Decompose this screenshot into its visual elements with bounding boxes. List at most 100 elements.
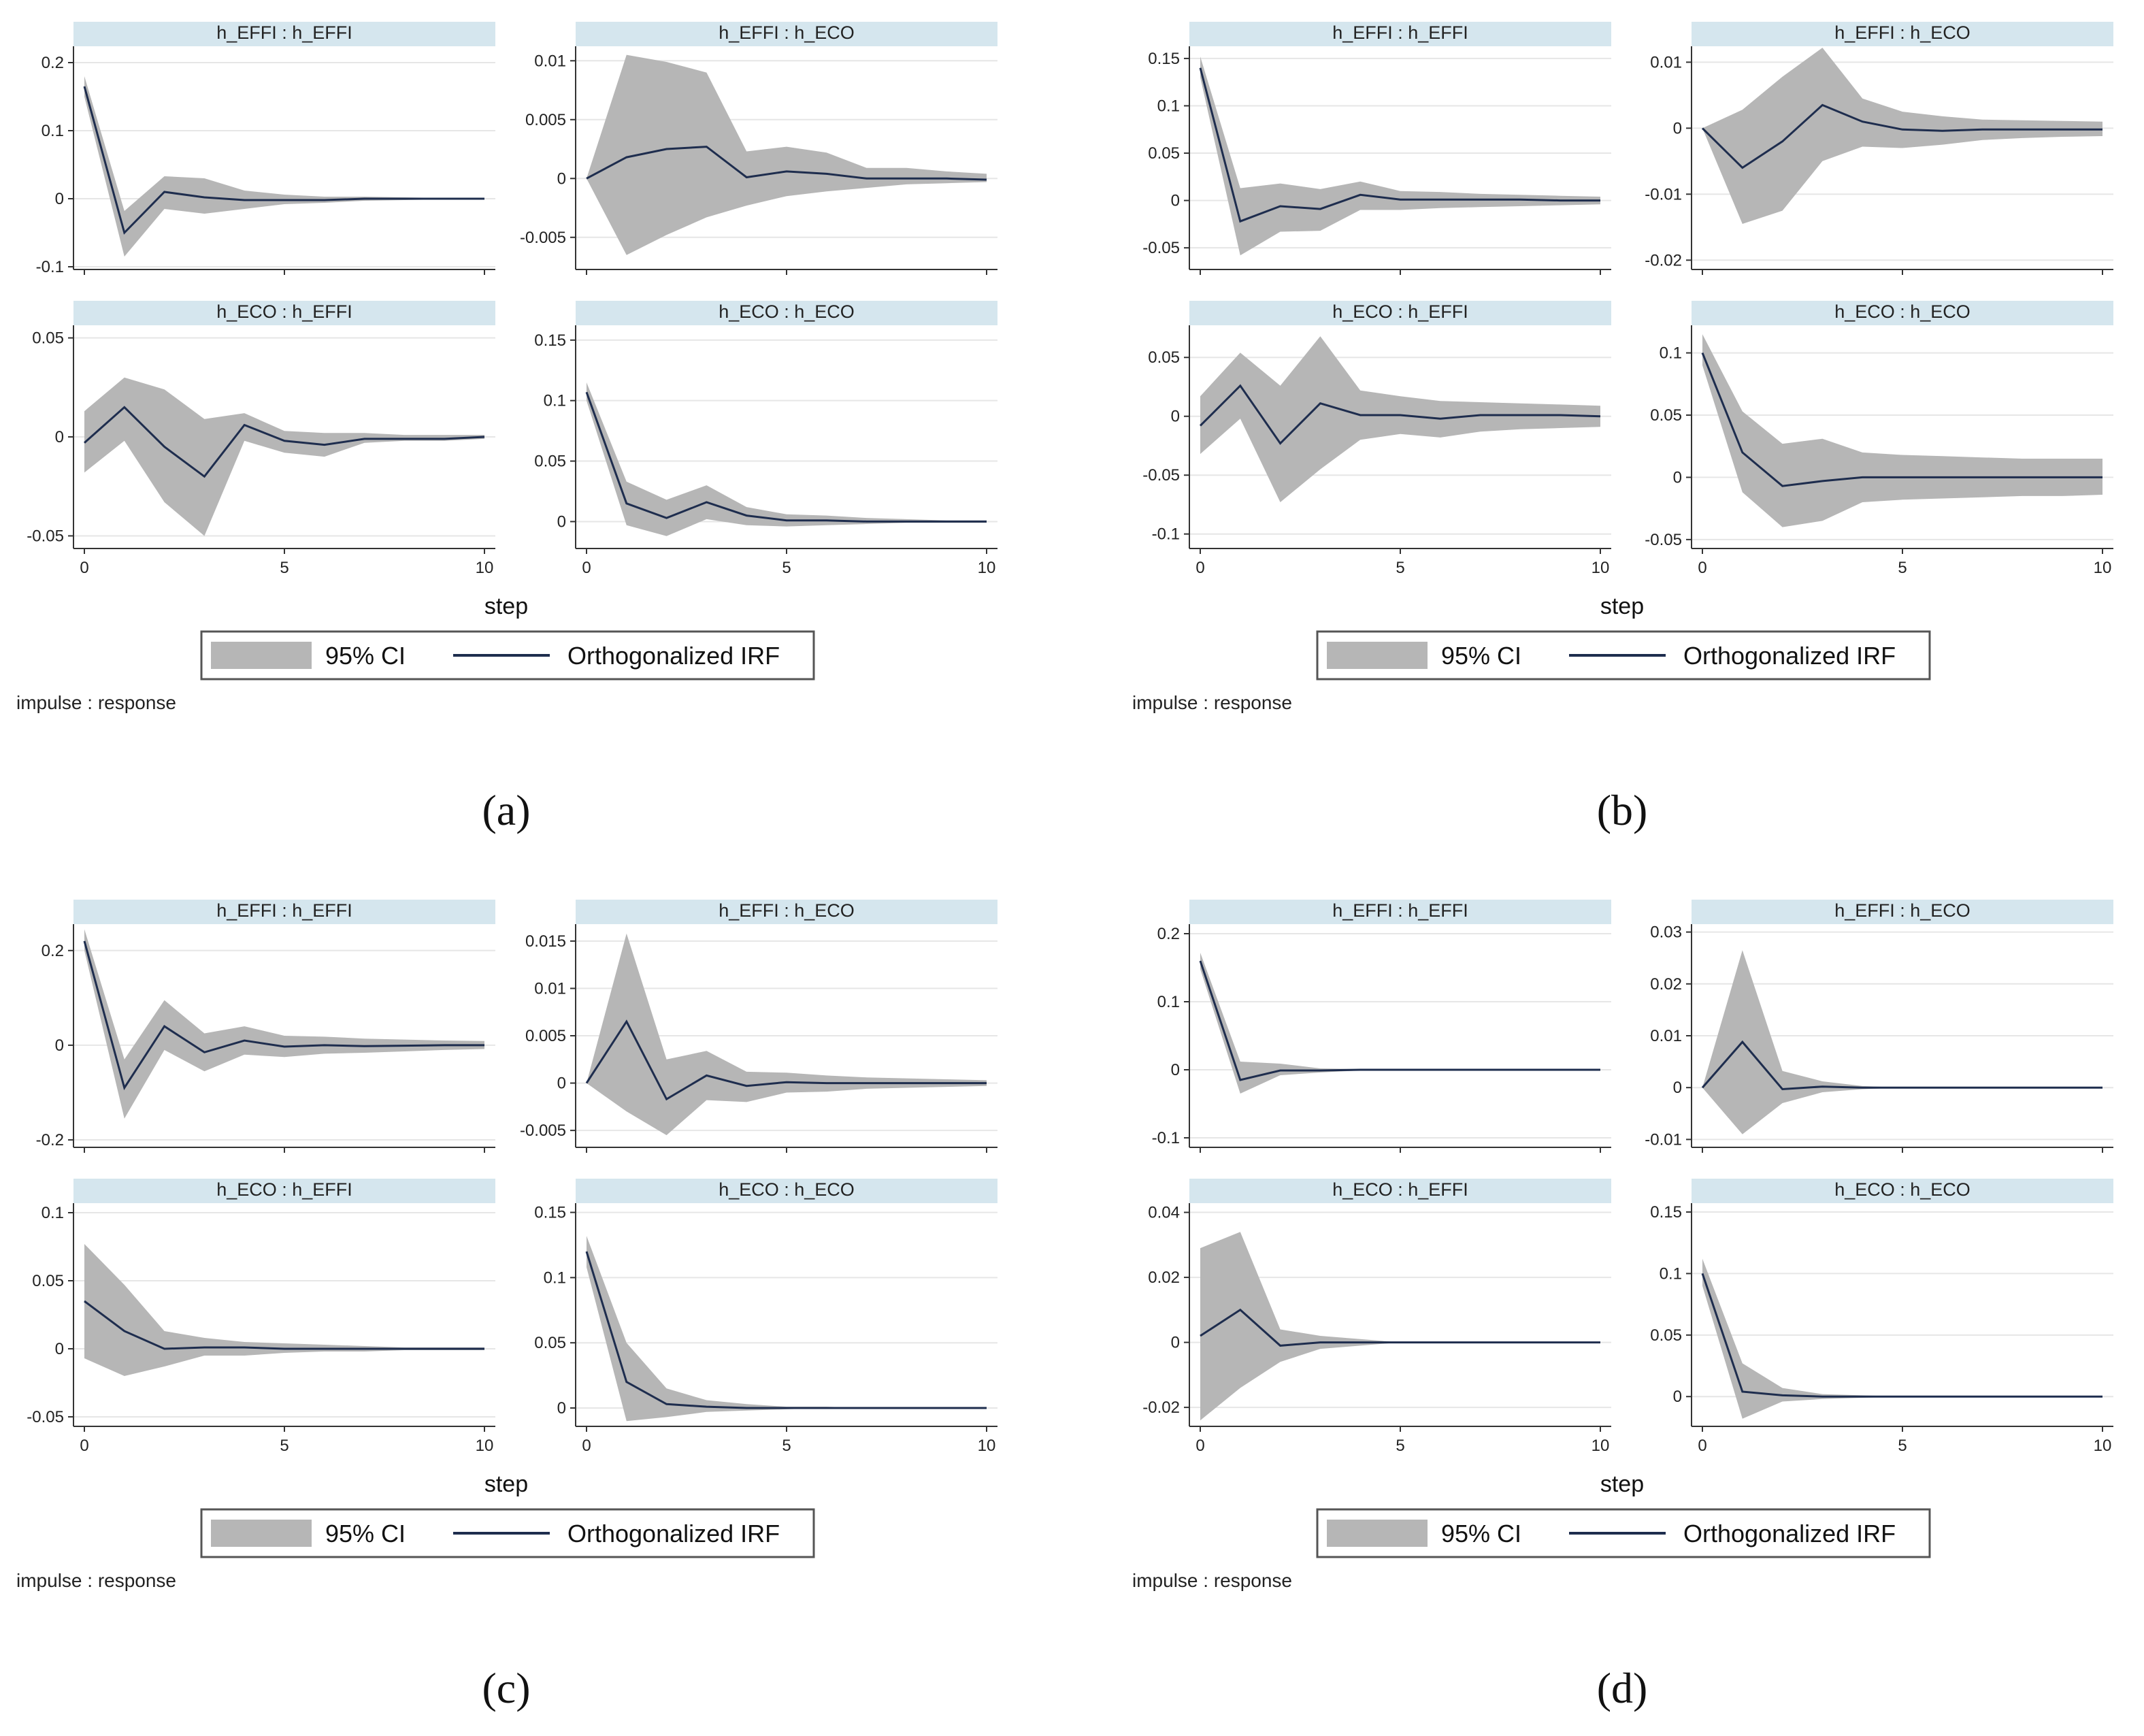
y-tick-label: 0 [1673,1388,1682,1406]
irf-line [1701,1040,2102,1091]
x-tick-label: 0 [1698,1437,1706,1455]
x-tick-label: 10 [1591,1437,1610,1455]
irf-panel: h_EFFI : h_EFFI -0.2 0 0.2 [36,900,495,1153]
ci-band [587,54,987,255]
y-tick-label: 0.01 [534,52,566,70]
impulse-response-note: impulse : response [1132,1570,1292,1591]
panel-header [1692,301,2113,325]
x-tick-label: 0 [80,1437,88,1455]
irf-line [585,1251,987,1409]
y-tick-label: 0 [55,1340,64,1358]
y-tick-label: 0 [1171,192,1180,210]
irf-panel: h_ECO : h_ECO -0.05 0 0.05 0.1 0 5 10 [1645,301,2113,577]
y-tick-label: 0.15 [1148,50,1180,68]
ci-band [587,382,987,536]
x-tick-label: 0 [1195,1437,1204,1455]
panel-header [576,22,997,46]
ci-band [84,76,484,257]
y-tick-label: -0.01 [1645,185,1682,203]
x-axis-title: step [1600,593,1644,619]
x-tick-label: 5 [1898,1437,1907,1455]
y-tick-label: 0.2 [42,942,64,960]
subfigure-caption: (c) [482,1664,530,1712]
panel-title: h_EFFI : h_ECO [1834,22,1970,43]
y-tick-label: 0 [557,169,566,188]
panel-header [1692,900,2113,924]
irf-line [585,391,987,523]
panel-title: h_ECO : h_ECO [719,1179,855,1200]
panel-header [576,301,997,325]
y-tick-label: -0.01 [1645,1130,1682,1149]
y-tick-label: 0.05 [1148,144,1180,163]
ci-band [1702,48,2102,224]
y-tick-label: 0.2 [42,54,64,72]
irf-panel: h_EFFI : h_ECO -0.005 0 0.005 0.01 [520,22,997,275]
y-tick-label: -0.2 [36,1131,64,1149]
y-tick-label: 0 [557,1075,566,1093]
y-tick-label: 0 [1673,468,1682,487]
panel-title: h_ECO : h_EFFI [216,301,352,322]
y-tick-label: 0 [55,190,64,208]
x-tick-label: 10 [978,1437,996,1455]
irf-line [1199,67,1600,223]
x-tick-label: 5 [782,559,791,577]
irf-panel: h_ECO : h_ECO 0 0.05 0.1 0.15 0 5 10 [1650,1179,2113,1455]
ci-band [1200,56,1600,256]
y-tick-label: -0.1 [1152,525,1180,544]
y-tick-label: 0.15 [1650,1203,1682,1222]
irf-line [586,146,987,181]
y-tick-label: 0.05 [534,453,566,471]
y-tick-label: 0.05 [534,1334,566,1352]
x-tick-label: 10 [476,1437,494,1455]
y-tick-label: 0.01 [534,979,566,998]
y-tick-label: 0.05 [1650,1326,1682,1345]
legend-irf-label: Orthogonalized IRF [1683,642,1896,670]
ci-band [1200,336,1600,502]
legend-irf-label: Orthogonalized IRF [567,1520,780,1547]
panel-header [1189,22,1611,46]
ci-band [1702,950,2102,1134]
irf-panel: h_EFFI : h_EFFI -0.05 0 0.05 0.1 0.15 [1142,22,1611,275]
ci-band [1702,334,2102,527]
irf-subfigure-a: h_EFFI : h_EFFI -0.1 0 0.1 0.2 h_EFFI : h_ECO… [16,22,997,834]
y-tick-label: -0.005 [520,229,566,247]
x-tick-label: 0 [1698,559,1706,577]
legend-ci-swatch [1327,642,1428,669]
y-tick-label: 0 [55,1036,64,1055]
x-tick-label: 0 [80,559,88,577]
y-tick-label: -0.02 [1645,251,1682,269]
ci-band [1200,1232,1600,1421]
irf-panel: h_EFFI : h_ECO -0.01 0 0.01 0.02 0.03 [1645,900,2113,1153]
ci-band [587,933,987,1136]
panel-title: h_EFFI : h_EFFI [216,900,352,921]
x-tick-label: 0 [582,1437,591,1455]
y-tick-label: 0 [1171,1061,1180,1079]
y-tick-label: -0.02 [1142,1398,1180,1417]
y-tick-label: 0.05 [32,1272,64,1290]
panel-header [73,301,495,325]
y-tick-label: -0.05 [1142,466,1180,485]
legend: 95% CI Orthogonalized IRF [1316,630,1931,681]
y-tick-label: 0.01 [1650,1027,1682,1045]
panel-header [73,1179,495,1203]
panel-title: h_EFFI : h_ECO [1834,900,1970,921]
irf-subfigure-c: h_EFFI : h_EFFI -0.2 0 0.2 h_EFFI : h_ECO -0.… [16,900,997,1712]
y-tick-label: 0 [55,428,64,446]
subfigure-caption: (a) [482,786,530,834]
x-axis-title: step [484,593,528,619]
irf-line [83,940,484,1091]
legend-ci-swatch [211,642,312,669]
ci-band [84,929,484,1119]
legend-ci-swatch [1327,1520,1428,1547]
x-axis-title: step [1600,1471,1644,1497]
x-tick-label: 5 [280,559,288,577]
panel-title: h_ECO : h_EFFI [1332,1179,1468,1200]
panel-header [1692,1179,2113,1203]
irf-line [585,1019,987,1101]
irf-line [1701,1273,2102,1398]
irf-line [83,86,484,235]
x-tick-label: 5 [1396,1437,1404,1455]
legend-ci-label: 95% CI [325,1520,406,1547]
y-tick-label: 0.03 [1650,923,1682,942]
